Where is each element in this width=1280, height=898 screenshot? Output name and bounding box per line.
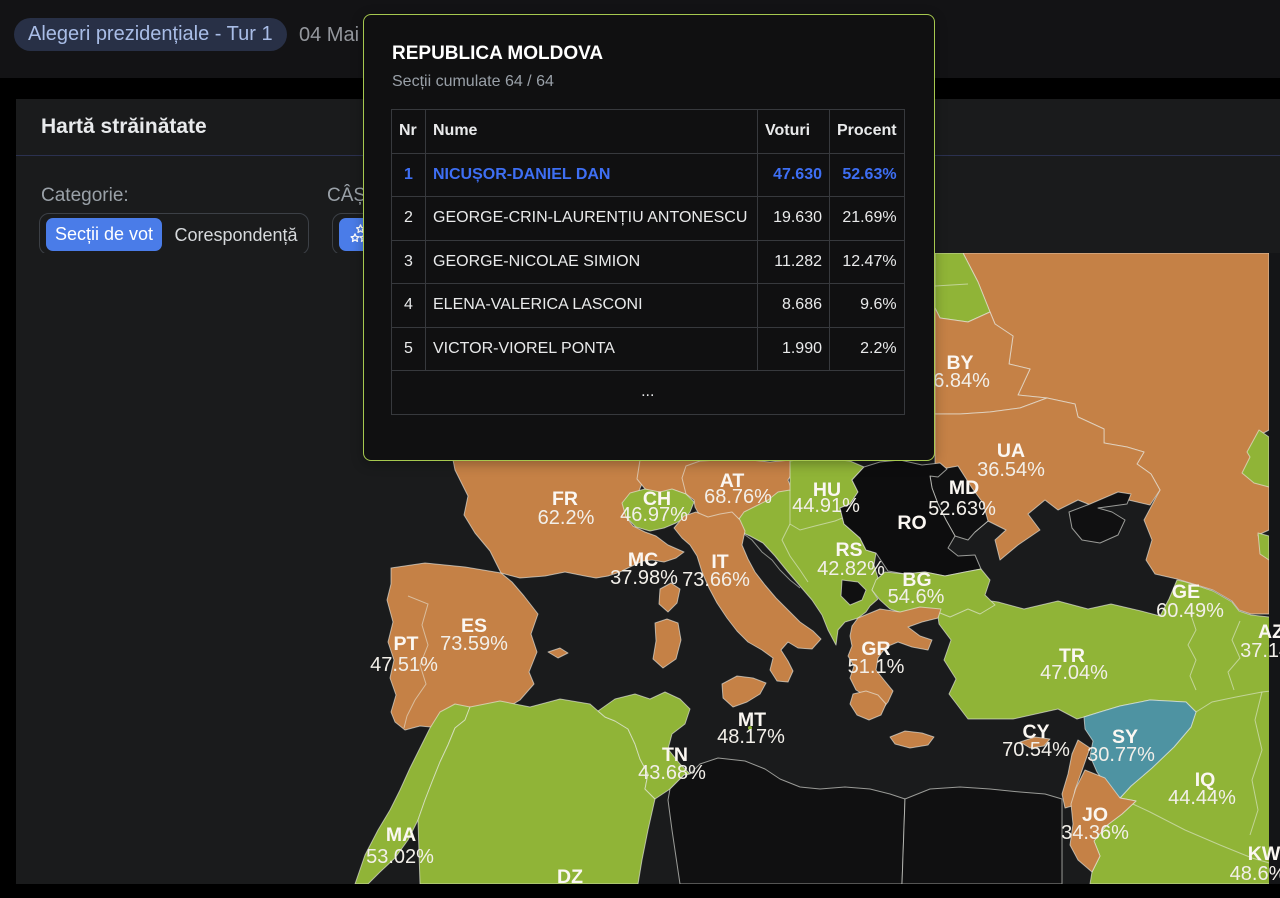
svg-text:43.68%: 43.68% xyxy=(638,762,706,784)
svg-text:IT: IT xyxy=(711,551,728,573)
svg-text:TN: TN xyxy=(662,744,688,766)
svg-text:70.54%: 70.54% xyxy=(1002,739,1070,761)
svg-text:TR: TR xyxy=(1059,645,1085,667)
svg-text:PT: PT xyxy=(394,633,419,655)
svg-text:BY: BY xyxy=(946,352,973,374)
svg-text:52.63%: 52.63% xyxy=(928,498,996,520)
svg-text:47.04%: 47.04% xyxy=(1040,662,1108,684)
svg-text:44.44%: 44.44% xyxy=(1168,787,1236,809)
svg-text:BG: BG xyxy=(902,569,931,591)
svg-text:51.1%: 51.1% xyxy=(848,656,905,678)
svg-text:HU: HU xyxy=(813,479,841,501)
svg-text:34.36%: 34.36% xyxy=(1061,822,1129,844)
svg-text:RO: RO xyxy=(897,512,926,534)
svg-text:53.02%: 53.02% xyxy=(366,846,434,868)
svg-text:42.82%: 42.82% xyxy=(817,558,885,580)
svg-text:30.77%: 30.77% xyxy=(1087,744,1155,766)
svg-text:MT: MT xyxy=(738,709,766,731)
svg-text:68.76%: 68.76% xyxy=(704,486,772,508)
svg-text:60.49%: 60.49% xyxy=(1156,600,1224,622)
svg-text:RS: RS xyxy=(835,539,862,561)
svg-text:MC: MC xyxy=(628,549,658,571)
svg-text:73.59%: 73.59% xyxy=(440,633,508,655)
svg-text:37.98%: 37.98% xyxy=(610,567,678,589)
svg-text:AT: AT xyxy=(720,470,745,492)
svg-text:DZ: DZ xyxy=(557,866,583,884)
svg-text:AZ: AZ xyxy=(1258,621,1280,643)
svg-text:MD: MD xyxy=(949,477,979,499)
svg-text:46.84%: 46.84% xyxy=(922,370,990,392)
svg-text:ES: ES xyxy=(461,615,487,637)
svg-text:UA: UA xyxy=(997,440,1025,462)
svg-text:46.97%: 46.97% xyxy=(620,504,688,526)
svg-text:37.14%: 37.14% xyxy=(1240,640,1280,662)
svg-text:SY: SY xyxy=(1112,726,1138,748)
svg-text:IQ: IQ xyxy=(1195,769,1216,791)
svg-text:36.54%: 36.54% xyxy=(977,459,1045,481)
svg-text:CY: CY xyxy=(1022,721,1049,743)
svg-text:JO: JO xyxy=(1082,804,1108,826)
svg-text:73.66%: 73.66% xyxy=(682,569,750,591)
svg-text:GE: GE xyxy=(1172,581,1200,603)
svg-text:44.91%: 44.91% xyxy=(792,495,860,517)
svg-text:47.51%: 47.51% xyxy=(370,654,438,676)
svg-text:48.17%: 48.17% xyxy=(717,726,785,748)
svg-text:62.2%: 62.2% xyxy=(538,507,595,529)
svg-text:48.6%: 48.6% xyxy=(1230,863,1280,884)
svg-text:GR: GR xyxy=(861,638,890,660)
svg-text:FR: FR xyxy=(552,488,578,510)
svg-text:MA: MA xyxy=(386,824,416,846)
svg-text:54.6%: 54.6% xyxy=(888,586,945,608)
svg-text:CH: CH xyxy=(643,488,671,510)
svg-text:KW: KW xyxy=(1248,843,1280,865)
